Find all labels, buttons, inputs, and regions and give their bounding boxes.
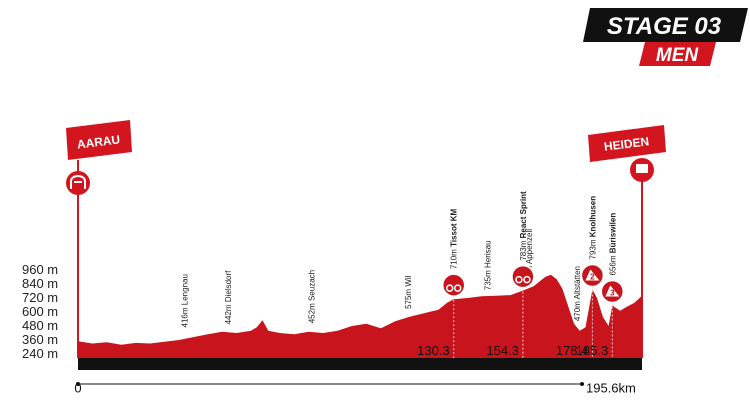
checkpoint-km: 185.3 [576,343,609,358]
distance-bar [78,358,642,370]
waypoint-name: Dielsdorf [224,270,233,302]
elevation-area [78,274,642,358]
wheel [453,284,462,292]
checkpoint-km: 130.3 [417,343,450,358]
start-icon-glyph [70,175,86,189]
climb-category: 2 [590,272,595,281]
wheel [445,284,454,292]
waypoint-elevation: 442m [224,304,233,324]
waypoint-name: Lengnau [181,274,190,305]
stage-badge [583,8,748,42]
waypoint-name: Seuzach [308,270,317,301]
waypoint-label: 442m Dielsdorf [224,270,233,325]
waypoint-label: 416m Lengnau [181,274,190,327]
checkpoint-km: 178.4 [556,343,589,358]
waypoint-name: Knolhusen [588,196,597,237]
waypoint-name: Büriswilen [608,213,617,254]
waypoint-elevation: 710m [450,249,459,269]
x-tick-label: 195.6km [586,380,636,395]
y-tick-label: 960 m [22,262,58,277]
checkpoint-icon [511,264,535,289]
waypoint-label: 710m Tissot KM [450,209,459,270]
y-tick-label: 720 m [22,290,58,305]
waypoint-name: Altstätten [573,266,582,299]
y-tick-label: 360 m [22,332,58,347]
x-tick-dot [76,382,80,386]
waypoint-elevation: 735m [483,270,492,290]
category-label: MEN [656,45,700,66]
y-tick-label: 840 m [22,276,58,291]
waypoint-label: 793m Knolhusen [588,196,597,260]
waypoint-name: Tissot KM [450,209,459,247]
waypoint-name: Herisau [483,240,492,268]
wheel [523,275,531,284]
waypoint-name: Appenzell [525,229,534,264]
waypoint-label: 656m Büriswilen [608,213,617,276]
finish-flag [636,164,648,173]
waypoint-label: 452m Seuzach [308,270,317,323]
waypoint-label: 470m Altstätten [573,266,582,321]
finish-label: HEIDEN [603,134,650,153]
climb-category: 3 [610,288,615,297]
climb-glyph [585,269,600,281]
stage-title: STAGE 03 [607,13,722,40]
finish-sign [588,125,666,162]
x-tick-label: 0 [74,380,81,395]
checkpoint-km: 154.3 [486,343,519,358]
y-tick-label: 480 m [22,318,58,333]
y-tick-label: 600 m [22,304,58,319]
waypoint-label: 575m Wil [404,275,413,309]
waypoint-elevation: 470m [573,301,582,321]
waypoint-name: React Sprint [519,191,528,238]
waypoint-elevation: 416m [181,307,190,327]
start-label: AARAU [76,132,121,151]
waypoint-elevation: 452m [308,303,317,323]
start-sign [66,120,132,160]
category-badge [639,42,716,66]
waypoint-elevation: 575m [404,289,413,309]
checkpoint-icon [441,273,466,297]
waypoint-elevation: 793m [588,239,597,259]
waypoint-name: Wil [404,275,413,286]
waypoint-elevation: 656m [608,255,617,275]
waypoint-label: 735m Herisau [483,240,492,290]
climb-glyph [605,285,620,297]
waypoint-elevation: 783m [519,240,528,260]
wheel [515,275,523,284]
x-tick-dot [580,382,584,386]
waypoint-label: 783m React Sprint [519,191,528,261]
y-tick-label: 240 m [22,346,58,361]
